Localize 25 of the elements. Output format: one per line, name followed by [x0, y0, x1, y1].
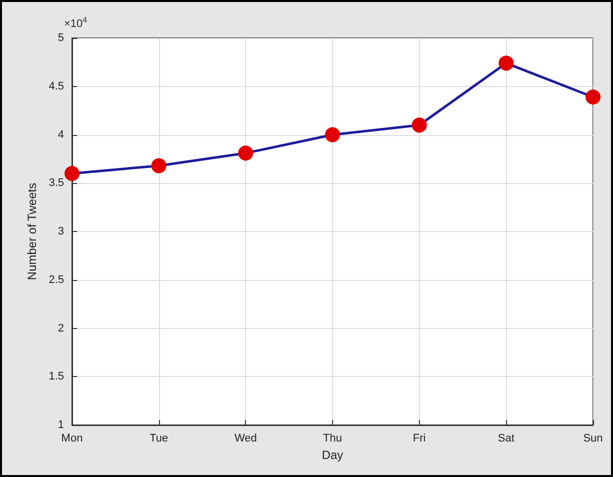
y-tick-label: 5: [58, 32, 64, 44]
x-tick-label: Wed: [234, 432, 257, 444]
y-tick-label: 4.5: [48, 80, 64, 92]
x-tick-label: Tue: [150, 432, 168, 444]
y-tick-label: 2.5: [48, 274, 64, 286]
y-axis-title: Number of Tweets: [24, 182, 39, 280]
point: [586, 90, 600, 105]
x-tick-label: Mon: [61, 432, 83, 444]
y-tick-label: 3.5: [48, 177, 64, 190]
point: [64, 166, 80, 181]
x-tick-label: Sun: [583, 432, 603, 444]
point: [412, 118, 427, 133]
y-tick-label: 3: [58, 226, 64, 238]
y-tick-label: 1: [58, 419, 64, 431]
y-tick-label: 1.5: [48, 370, 64, 383]
y-tick-label: 2: [58, 322, 64, 334]
point: [325, 127, 340, 142]
point: [498, 56, 514, 71]
y-tick-label: 4: [58, 128, 64, 141]
x-tick-label: Sat: [498, 432, 514, 444]
point: [238, 146, 254, 161]
x-axis-title: Day: [322, 448, 344, 462]
x-tick-label: Fri: [412, 432, 426, 444]
x-tick-label: Thu: [323, 432, 342, 444]
point: [151, 158, 166, 174]
